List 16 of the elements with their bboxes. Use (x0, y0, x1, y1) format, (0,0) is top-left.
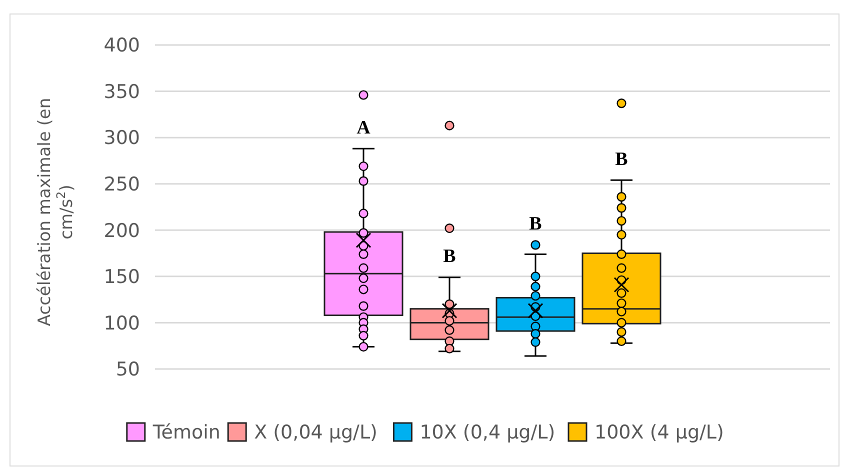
y-tick-label: 200 (104, 220, 140, 242)
annotation: B (443, 246, 456, 268)
y-tick-label: 50 (116, 358, 140, 381)
y-tick-label: 250 (104, 174, 140, 196)
y-tick-label: 100 (104, 312, 140, 334)
legend-label: X (0,04 µg/L) (254, 422, 378, 444)
annotation: B (529, 214, 542, 235)
y-tick-label: 350 (104, 80, 140, 103)
annotation: A (356, 117, 371, 138)
y-tick-label: 150 (104, 266, 140, 288)
y-tick-label: 300 (104, 127, 140, 150)
legend-label: 100X (4 µg/L) (594, 422, 724, 444)
y-tick-label: 400 (104, 34, 140, 57)
legend-label: 10X (0,4 µg/L) (420, 422, 556, 444)
annotation: B (615, 148, 628, 170)
legend-label: Témoin (152, 422, 220, 444)
